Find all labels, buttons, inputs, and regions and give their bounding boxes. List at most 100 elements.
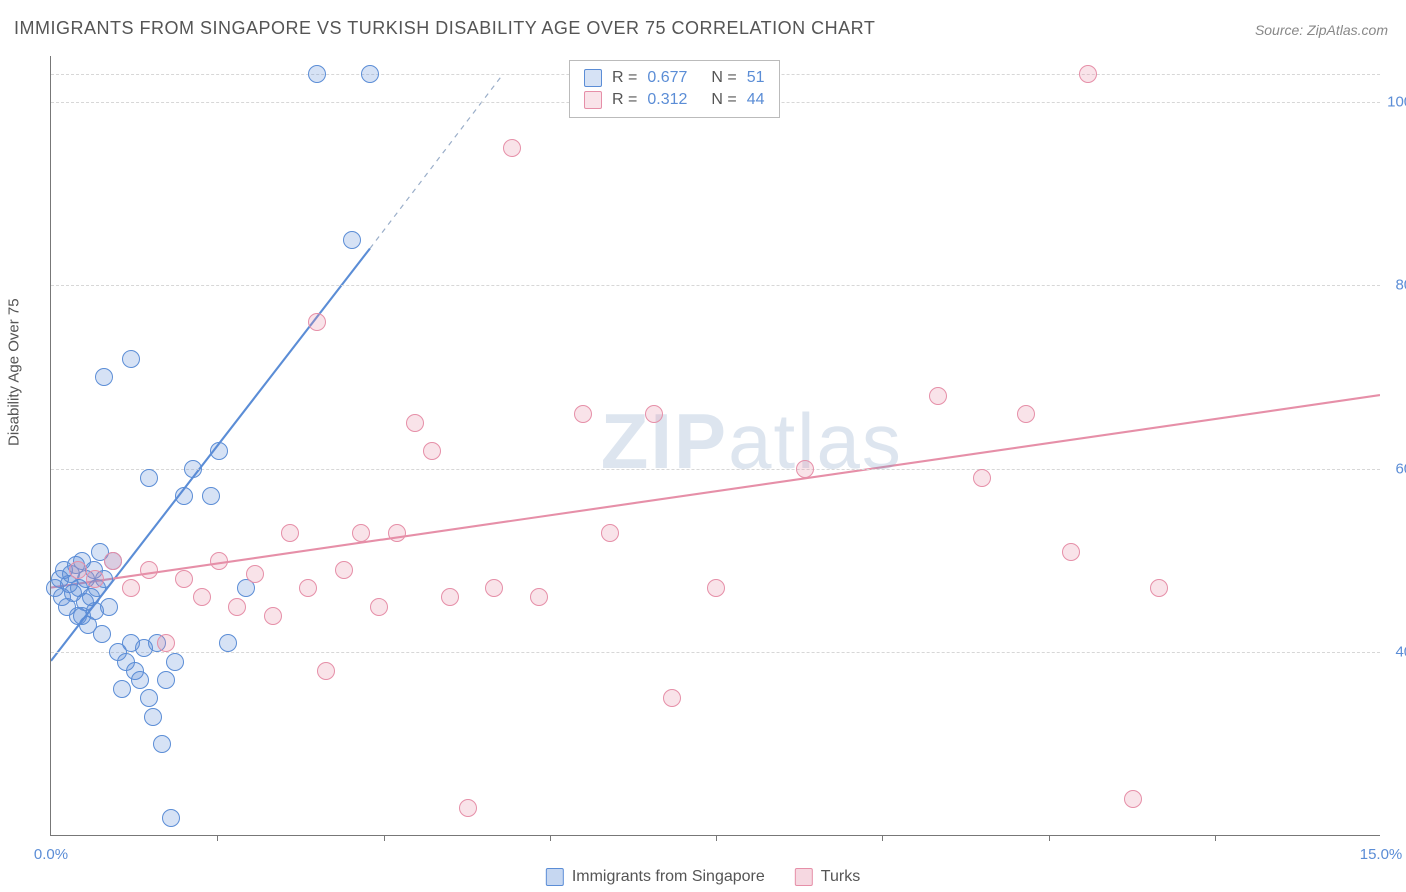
scatter-point xyxy=(485,579,503,597)
scatter-point xyxy=(299,579,317,597)
legend-swatch xyxy=(584,91,602,109)
stats-row: R = 0.312 N = 44 xyxy=(584,89,765,111)
y-tick-label: 100.0% xyxy=(1387,93,1406,110)
scatter-point xyxy=(929,387,947,405)
scatter-point xyxy=(264,607,282,625)
scatter-point xyxy=(370,598,388,616)
scatter-point xyxy=(352,524,370,542)
stats-legend-box: R = 0.677 N = 51 R = 0.312 N = 44 xyxy=(569,60,780,118)
legend-swatch xyxy=(795,868,813,886)
scatter-point xyxy=(219,634,237,652)
scatter-point xyxy=(459,799,477,817)
scatter-point xyxy=(157,634,175,652)
scatter-point xyxy=(1079,65,1097,83)
x-tick-mark xyxy=(882,835,883,841)
scatter-point xyxy=(210,442,228,460)
scatter-point xyxy=(281,524,299,542)
gridline-h xyxy=(51,285,1380,286)
scatter-point xyxy=(308,65,326,83)
legend-label: Turks xyxy=(821,868,860,886)
trend-lines-svg xyxy=(51,56,1380,835)
scatter-point xyxy=(1062,543,1080,561)
stats-n-value: 51 xyxy=(747,69,765,87)
x-tick-label: 15.0% xyxy=(1360,846,1403,863)
scatter-point xyxy=(122,579,140,597)
scatter-point xyxy=(503,139,521,157)
scatter-point xyxy=(228,598,246,616)
scatter-point xyxy=(140,561,158,579)
legend-item: Turks xyxy=(795,868,860,886)
bottom-legend: Immigrants from Singapore Turks xyxy=(546,868,860,886)
stats-row: R = 0.677 N = 51 xyxy=(584,67,765,89)
scatter-point xyxy=(796,460,814,478)
y-tick-label: 80.0% xyxy=(1395,277,1406,294)
stats-r-label: R = xyxy=(612,91,637,109)
x-tick-mark xyxy=(550,835,551,841)
scatter-point xyxy=(317,662,335,680)
chart-title: IMMIGRANTS FROM SINGAPORE VS TURKISH DIS… xyxy=(14,18,875,39)
scatter-point xyxy=(93,625,111,643)
scatter-point xyxy=(335,561,353,579)
source-label: Source: ZipAtlas.com xyxy=(1255,22,1388,38)
scatter-point xyxy=(153,735,171,753)
scatter-point xyxy=(113,680,131,698)
scatter-point xyxy=(246,565,264,583)
gridline-h xyxy=(51,652,1380,653)
scatter-point xyxy=(530,588,548,606)
x-tick-mark xyxy=(716,835,717,841)
scatter-point xyxy=(388,524,406,542)
scatter-point xyxy=(308,313,326,331)
scatter-point xyxy=(184,460,202,478)
stats-r-value: 0.312 xyxy=(647,91,687,109)
scatter-point xyxy=(343,231,361,249)
x-tick-label: 0.0% xyxy=(34,846,68,863)
scatter-point xyxy=(175,487,193,505)
scatter-point xyxy=(441,588,459,606)
trend-line-dashed xyxy=(370,74,503,248)
y-tick-label: 60.0% xyxy=(1395,460,1406,477)
scatter-point xyxy=(104,552,122,570)
scatter-point xyxy=(202,487,220,505)
scatter-point xyxy=(95,368,113,386)
scatter-point xyxy=(1017,405,1035,423)
scatter-point xyxy=(193,588,211,606)
scatter-point xyxy=(166,653,184,671)
scatter-point xyxy=(86,570,104,588)
scatter-point xyxy=(601,524,619,542)
stats-n-label: N = xyxy=(711,91,736,109)
y-axis-label: Disability Age Over 75 xyxy=(6,298,23,446)
stats-n-label: N = xyxy=(711,69,736,87)
scatter-point xyxy=(423,442,441,460)
scatter-point xyxy=(140,469,158,487)
scatter-point xyxy=(645,405,663,423)
gridline-h xyxy=(51,469,1380,470)
scatter-point xyxy=(361,65,379,83)
legend-label: Immigrants from Singapore xyxy=(572,868,765,886)
scatter-point xyxy=(69,561,87,579)
x-tick-mark xyxy=(217,835,218,841)
scatter-point xyxy=(973,469,991,487)
scatter-point xyxy=(157,671,175,689)
chart-plot-area: ZIPatlas 40.0%60.0%80.0%100.0%0.0%15.0% xyxy=(50,56,1380,836)
scatter-point xyxy=(140,689,158,707)
scatter-point xyxy=(122,350,140,368)
scatter-point xyxy=(131,671,149,689)
x-tick-mark xyxy=(1215,835,1216,841)
scatter-point xyxy=(663,689,681,707)
legend-item: Immigrants from Singapore xyxy=(546,868,765,886)
scatter-point xyxy=(707,579,725,597)
x-tick-mark xyxy=(384,835,385,841)
scatter-point xyxy=(1124,790,1142,808)
legend-swatch xyxy=(584,69,602,87)
stats-r-label: R = xyxy=(612,69,637,87)
stats-r-value: 0.677 xyxy=(647,69,687,87)
scatter-point xyxy=(144,708,162,726)
trend-line xyxy=(51,395,1380,587)
scatter-point xyxy=(406,414,424,432)
x-tick-mark xyxy=(1049,835,1050,841)
y-tick-label: 40.0% xyxy=(1395,644,1406,661)
stats-n-value: 44 xyxy=(747,91,765,109)
scatter-point xyxy=(100,598,118,616)
scatter-point xyxy=(162,809,180,827)
scatter-point xyxy=(210,552,228,570)
